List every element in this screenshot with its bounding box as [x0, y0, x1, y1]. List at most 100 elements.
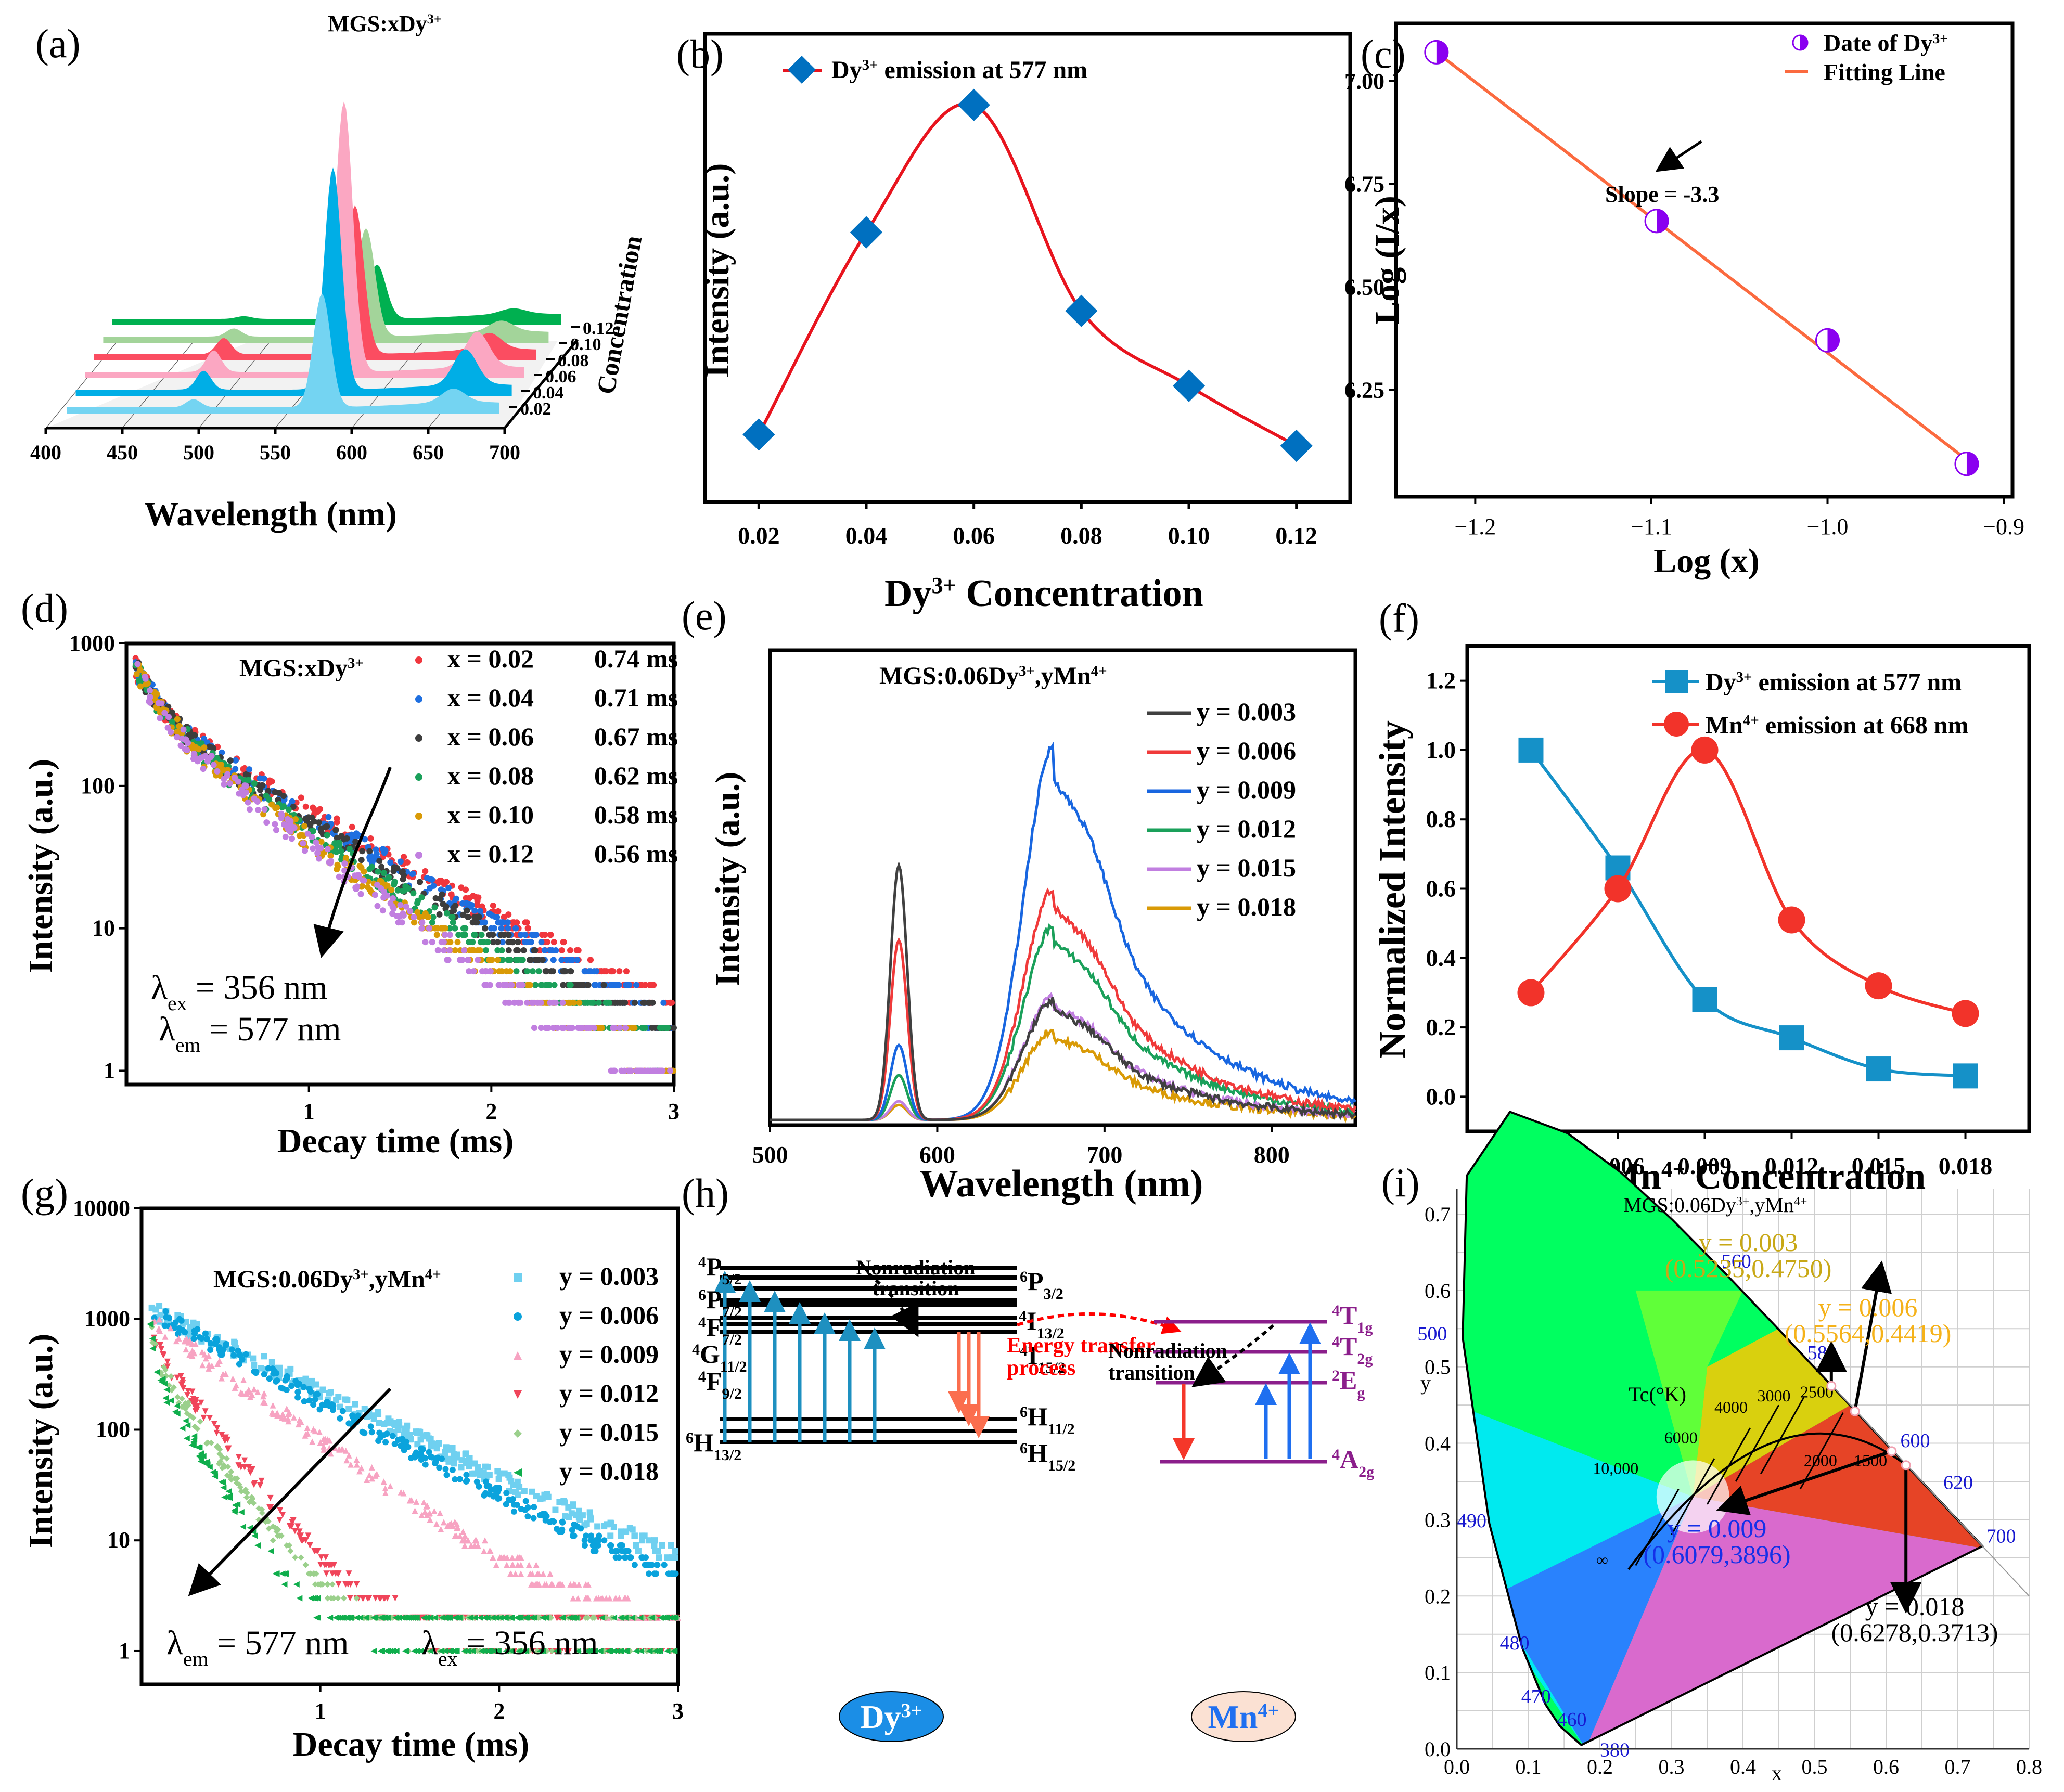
cie-coordinate-point	[1826, 1381, 1837, 1391]
x-tick-label: 700	[1086, 1141, 1122, 1168]
data-point-triangle	[266, 1504, 273, 1511]
data-point-triangle	[536, 1647, 543, 1654]
data-point-triangle	[530, 1581, 536, 1588]
data-point-triangle	[193, 1399, 199, 1406]
data-point-circle	[440, 925, 446, 932]
data-point-triangle	[540, 1570, 546, 1577]
data-point-circle	[253, 1369, 260, 1375]
text-span: 6	[1020, 1440, 1028, 1457]
text-span: 13/2	[1036, 1325, 1064, 1342]
plot-frame	[703, 32, 1352, 504]
data-point-circle	[465, 913, 471, 920]
data-point-triangle	[633, 1647, 639, 1654]
data-point-triangle	[251, 1480, 258, 1487]
data-point-triangle	[487, 1647, 494, 1654]
data-point-circle	[510, 1501, 517, 1508]
data-point-square	[641, 1532, 648, 1539]
text-span: 4+	[1661, 1157, 1685, 1182]
data-point-circle	[464, 907, 470, 914]
data-point-triangle	[343, 1457, 350, 1464]
data-point-triangle	[159, 1351, 166, 1358]
point-label: y = 0.009	[1668, 1514, 1767, 1543]
x-tick-label: 0.4	[1730, 1755, 1756, 1778]
data-point-circle	[513, 968, 520, 975]
data-point-triangle	[186, 1337, 193, 1344]
data-point-triangle	[527, 1570, 533, 1577]
data-point-square	[514, 1273, 522, 1282]
data-point-circle	[379, 907, 386, 914]
data-point-triangle	[493, 1614, 499, 1621]
y-axis-label: Normalized Intensity	[1371, 720, 1413, 1059]
data-point-circle	[596, 1532, 602, 1539]
data-point-circle	[430, 913, 437, 920]
level-label-4P5-2: 4P5/2	[698, 1252, 742, 1288]
data-point-triangle	[591, 1647, 598, 1654]
data-point-circle	[343, 835, 350, 842]
data-point-circle	[646, 1570, 652, 1577]
data-point-fill-half	[1436, 41, 1448, 64]
x-tick-label: 500	[183, 441, 214, 464]
data-point-circle	[389, 903, 396, 910]
text-span: 9/2	[722, 1385, 742, 1402]
data-point-circle	[422, 1461, 429, 1468]
data-point-square	[565, 1504, 572, 1511]
data-point-triangle	[525, 1562, 532, 1568]
data-point-square	[566, 1514, 572, 1520]
data-point-triangle	[508, 1647, 515, 1654]
data-point-square	[629, 1526, 636, 1533]
x-axis-label: Decay time (ms)	[277, 1122, 514, 1160]
data-point-triangle	[342, 1447, 349, 1454]
data-point-circle	[442, 1466, 449, 1473]
data-point-circle	[168, 729, 174, 736]
text-span: MGS:xDy	[239, 654, 348, 682]
data-point-circle	[412, 1452, 418, 1459]
data-point-circle	[512, 925, 519, 932]
data-point-triangle	[559, 1614, 566, 1621]
data-point-circle	[302, 847, 309, 854]
data-point-circle	[475, 947, 481, 954]
data-point-circle	[1517, 979, 1545, 1007]
text-span: 3+	[427, 11, 442, 27]
data-point-circle	[174, 728, 181, 735]
legend-label: x = 0.10	[447, 800, 534, 829]
data-point-circle	[184, 746, 190, 753]
text-span: 3+	[1019, 663, 1035, 679]
data-point-triangle	[318, 1554, 325, 1561]
panel-label-c: (c)	[1361, 31, 1406, 76]
text-span: 3+	[348, 655, 364, 672]
data-point-circle	[500, 919, 507, 926]
data-point-diamond	[270, 1537, 276, 1544]
data-point-circle	[432, 895, 439, 901]
data-point-square	[352, 1401, 358, 1408]
cct-label: 10,000	[1593, 1459, 1638, 1477]
x-tick-label: 600	[336, 441, 367, 464]
data-point-triangle	[183, 1346, 189, 1353]
data-point-triangle	[356, 1468, 363, 1475]
data-point-triangle	[149, 1335, 156, 1342]
data-point-circle	[337, 1415, 343, 1422]
gamut-blue	[1492, 1497, 1693, 1745]
data-point-square	[594, 1523, 601, 1530]
data-point-circle	[534, 999, 541, 1006]
data-point-square	[651, 1542, 658, 1549]
data-point-triangle	[231, 1507, 238, 1514]
x-tick-label: 0.018	[1939, 1153, 1993, 1179]
data-point-circle	[338, 848, 344, 855]
data-point-triangle	[345, 1452, 352, 1459]
data-point-circle	[487, 968, 494, 975]
data-point-diamond	[197, 1418, 203, 1425]
level-label-4A2g: 4A2g	[1332, 1445, 1374, 1480]
data-point-triangle	[555, 1647, 561, 1654]
series-line	[1530, 749, 1966, 1078]
data-point-circle	[435, 947, 442, 954]
data-point-circle	[342, 855, 349, 861]
data-point-circle	[265, 788, 272, 794]
legend-marker	[415, 813, 422, 820]
text-span: H	[1028, 1402, 1048, 1431]
data-point-square	[495, 1476, 502, 1482]
data-point-circle	[261, 1371, 267, 1378]
data-point-circle	[260, 811, 267, 818]
x-tick-label: 0.1	[1516, 1755, 1542, 1778]
data-point-circle	[201, 744, 208, 751]
data-point-triangle	[475, 1542, 481, 1549]
